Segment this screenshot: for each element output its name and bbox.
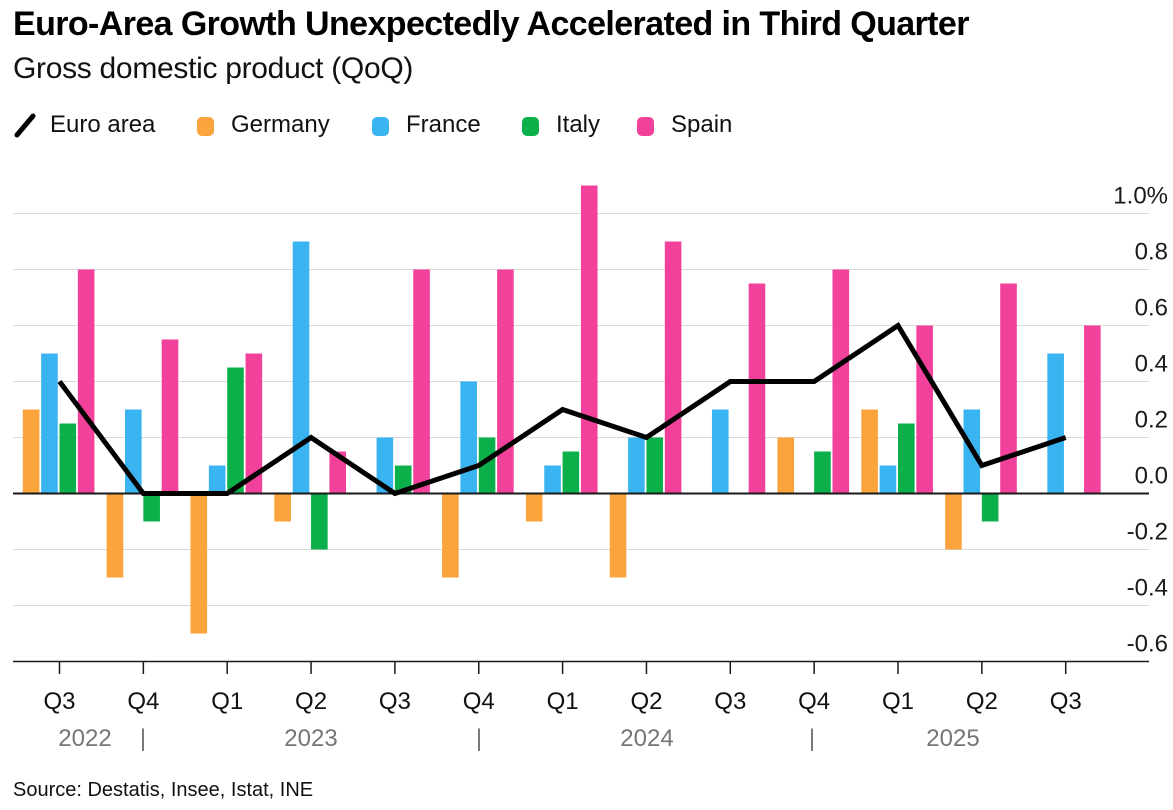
- france-bar: [292, 241, 310, 494]
- france-swatch-icon: [372, 116, 389, 136]
- euro-area-trend-line: [57, 321, 1067, 497]
- france-bar: [628, 437, 645, 494]
- italy-bar: [981, 493, 999, 522]
- germany-bar: [609, 493, 627, 578]
- france-bar: [41, 353, 58, 494]
- france-bar: [460, 381, 477, 494]
- x-axis-quarter-label: Q1: [211, 688, 243, 715]
- legend-item-italy: Italy: [522, 111, 600, 139]
- germany-bar: [190, 493, 208, 634]
- italy-bar: [394, 465, 412, 494]
- germany-bar: [861, 409, 878, 494]
- year-separator: |: [476, 725, 482, 752]
- x-axis-quarter-label: Q2: [630, 688, 662, 715]
- legend-item-euro-area: Euro area: [14, 111, 155, 139]
- spain-bar: [748, 283, 766, 494]
- x-axis-quarter-label: Q2: [966, 688, 998, 715]
- x-axis-quarter-label: Q4: [463, 688, 495, 715]
- year-label: 2023: [284, 725, 337, 752]
- year-separator: |: [140, 725, 146, 752]
- y-axis-tick-label: 0.8: [1135, 239, 1168, 266]
- italy-swatch-icon: [522, 116, 539, 136]
- germany-bar: [525, 493, 543, 522]
- x-axis-quarter-label: Q2: [295, 688, 327, 715]
- y-axis-tick-label: 0.0: [1135, 463, 1168, 490]
- italy-bar: [478, 437, 496, 494]
- italy-bar: [311, 493, 328, 550]
- x-axis-quarter-label: Q3: [714, 688, 746, 715]
- legend-label: Germany: [231, 111, 330, 138]
- italy-bar: [898, 423, 915, 494]
- chart-legend: Euro area Germany France Italy Spain: [0, 111, 1173, 145]
- spain-bar: [580, 185, 598, 494]
- year-label: 2022: [58, 725, 111, 752]
- spain-bar: [413, 269, 430, 494]
- spain-bar: [77, 269, 95, 494]
- germany-bar: [274, 493, 291, 522]
- y-axis-tick-label: 0.2: [1135, 407, 1168, 434]
- chart-subtitle: Gross domestic product (QoQ): [13, 52, 414, 85]
- year-separator: |: [809, 725, 815, 752]
- france-bar: [376, 437, 394, 494]
- chart-title: Euro-Area Growth Unexpectedly Accelerate…: [13, 5, 969, 43]
- y-axis-tick-label: -0.4: [1127, 575, 1168, 602]
- france-bar: [1047, 353, 1064, 494]
- legend-item-spain: Spain: [637, 111, 732, 139]
- france-bar: [544, 465, 561, 494]
- x-axis-quarter-label: Q3: [1050, 688, 1082, 715]
- italy-bar: [814, 451, 831, 494]
- x-axis-quarter-label: Q4: [127, 688, 159, 715]
- spain-bar: [497, 269, 514, 494]
- euro-area-line-icon: [14, 113, 36, 138]
- year-label: 2025: [926, 725, 979, 752]
- x-axis-quarter-label: Q1: [547, 688, 579, 715]
- y-axis-tick-label: -0.6: [1127, 631, 1168, 658]
- germany-bar: [442, 493, 459, 578]
- germany-bar: [22, 409, 40, 494]
- year-label: 2024: [620, 725, 673, 752]
- italy-bar: [646, 437, 664, 494]
- x-axis-quarter-label: Q3: [379, 688, 411, 715]
- italy-bar: [59, 423, 77, 494]
- germany-bar: [777, 437, 795, 494]
- spain-bar: [1000, 283, 1017, 494]
- italy-bar: [143, 493, 160, 522]
- legend-label: Spain: [671, 111, 733, 138]
- source-note: Source: Destatis, Insee, Istat, INE: [13, 779, 314, 801]
- legend-item-france: France: [372, 111, 481, 139]
- y-axis-tick-label: 1.0%: [1113, 183, 1168, 210]
- x-axis-quarter-label: Q4: [798, 688, 830, 715]
- x-axis-quarter-label: Q1: [882, 688, 914, 715]
- france-bar: [879, 465, 897, 494]
- legend-item-germany: Germany: [197, 111, 330, 139]
- germany-bar: [945, 493, 962, 550]
- spain-swatch-icon: [637, 116, 654, 136]
- spain-bar: [832, 269, 850, 494]
- italy-bar: [562, 451, 580, 494]
- spain-bar: [916, 325, 933, 494]
- y-axis-tick-label: -0.2: [1127, 519, 1168, 546]
- legend-label: Euro area: [50, 111, 156, 138]
- germany-bar: [106, 493, 124, 578]
- spain-bar: [329, 451, 346, 494]
- spain-bar: [245, 353, 263, 494]
- y-axis-tick-label: 0.6: [1135, 295, 1168, 322]
- france-bar: [208, 465, 226, 494]
- legend-label: Italy: [556, 111, 601, 138]
- spain-bar: [1084, 325, 1101, 494]
- legend-label: France: [406, 111, 481, 138]
- spain-bar: [664, 241, 682, 494]
- x-axis-quarter-label: Q3: [43, 688, 75, 715]
- germany-swatch-icon: [197, 116, 214, 136]
- italy-bar: [227, 367, 244, 494]
- y-axis-tick-label: 0.4: [1135, 351, 1168, 378]
- spain-bar: [161, 339, 179, 494]
- france-bar: [711, 409, 729, 494]
